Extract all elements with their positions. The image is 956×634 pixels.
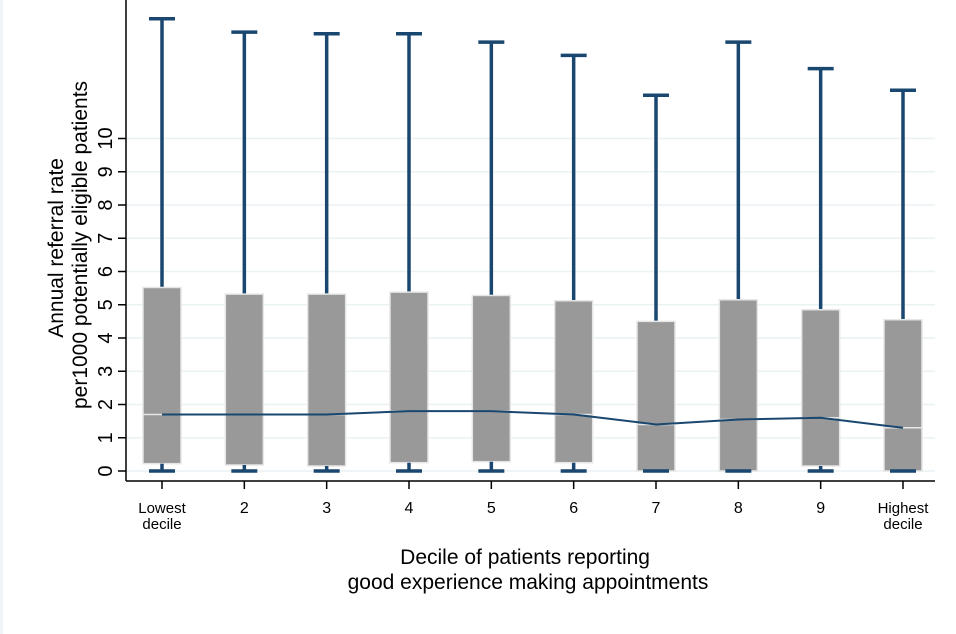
x-tick-label-line: decile <box>883 516 922 533</box>
x-tick-label-5: 5 <box>487 500 496 517</box>
box-iqr <box>636 320 676 472</box>
x-axis-title-line-1: Decile of patients reporting <box>400 546 650 569</box>
box-group-6 <box>553 53 594 473</box>
y-tick-label-5: 5 <box>95 299 117 310</box>
box-group-5 <box>471 40 512 473</box>
y-tick-label-10: 10 <box>95 127 117 149</box>
x-tick-label-line: decile <box>142 516 181 533</box>
x-tick-label-3: 3 <box>322 500 331 517</box>
x-tick-label-10: Highest decile <box>878 500 930 533</box>
median-trend-group <box>162 410 904 429</box>
x-tick-label-6: 6 <box>569 500 578 517</box>
x-tick-label-line: 6 <box>569 500 578 517</box>
box-iqr <box>553 300 594 464</box>
y-tick-label-8: 8 <box>95 199 117 210</box>
y-tick-label-2: 2 <box>95 399 117 410</box>
x-tick-label-line: 9 <box>816 500 825 517</box>
x-tick-label-7: 7 <box>652 500 661 517</box>
box-group-8 <box>718 40 759 473</box>
y-axis-title: Annual referral rate per1000 potentially… <box>45 81 92 409</box>
box-group-10 <box>883 88 923 473</box>
y-axis-title-line-1: Annual referral rate <box>45 158 68 338</box>
x-tick-label-9: 9 <box>816 500 825 517</box>
box-series <box>142 17 923 473</box>
x-tick-label-2: 2 <box>240 500 249 517</box>
box-iqr <box>800 308 841 467</box>
y-tick-label-6: 6 <box>95 266 117 277</box>
x-tick-label-line: 3 <box>322 500 331 517</box>
x-tick-label-8: 8 <box>734 500 743 517</box>
box-group-2 <box>224 30 265 473</box>
box-iqr <box>389 291 429 464</box>
box-iqr <box>224 293 265 466</box>
x-tick-label-line: 8 <box>734 500 743 517</box>
x-tick-label-line: Lowest <box>138 500 186 517</box>
y-axis: 0 1 2 3 4 5 6 7 8 9 10 <box>95 0 127 481</box>
box-group-7 <box>636 93 676 473</box>
box-iqr <box>306 293 347 467</box>
left-edge-rule <box>0 0 3 634</box>
x-tick-label-4: 4 <box>405 500 414 517</box>
box-iqr <box>883 318 923 472</box>
x-axis-title: Decile of patients reporting good experi… <box>348 546 709 594</box>
box-group-9 <box>800 66 841 473</box>
y-tick-label-4: 4 <box>95 332 117 343</box>
median-trend-line <box>162 410 904 429</box>
y-tick-label-3: 3 <box>95 366 117 377</box>
y-tick-label-1: 1 <box>95 432 117 443</box>
box-iqr <box>142 286 182 465</box>
y-axis-title-line-2: per1000 potentially eligible patients <box>69 81 92 409</box>
x-tick-label-line: 2 <box>240 500 249 517</box>
x-tick-label-line: 5 <box>487 500 496 517</box>
x-tick-label-line: 7 <box>652 500 661 517</box>
x-tick-label-1: Lowest decile <box>138 500 186 533</box>
box-group-4 <box>389 32 429 473</box>
box-iqr <box>718 299 759 472</box>
box-group-1 <box>142 17 182 473</box>
y-tick-label-9: 9 <box>95 166 117 177</box>
box-group-3 <box>306 32 347 473</box>
y-tick-label-0: 0 <box>95 465 117 476</box>
box-iqr <box>471 294 512 463</box>
x-tick-label-line: 4 <box>405 500 414 517</box>
x-axis-title-line-2: good experience making appointments <box>348 571 709 594</box>
x-tick-label-line: Highest <box>878 500 930 517</box>
y-tick-label-7: 7 <box>95 233 117 244</box>
